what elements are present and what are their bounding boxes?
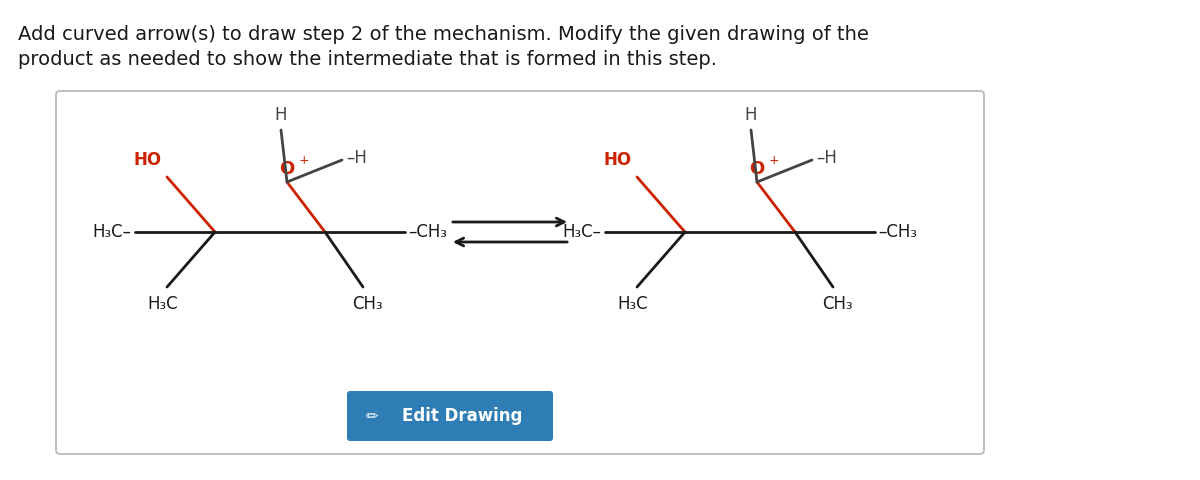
Text: –CH₃: –CH₃ [878, 223, 917, 241]
Text: –H: –H [816, 149, 836, 167]
Text: ✏: ✏ [366, 408, 378, 423]
Text: H₃C–: H₃C– [562, 223, 601, 241]
Text: H₃C: H₃C [148, 295, 179, 313]
Text: O: O [749, 160, 764, 178]
Text: H₃C–: H₃C– [92, 223, 131, 241]
Text: H₃C: H₃C [618, 295, 648, 313]
Text: H: H [275, 106, 287, 124]
Text: HO: HO [134, 151, 162, 169]
Text: CH₃: CH₃ [822, 295, 852, 313]
Text: CH₃: CH₃ [352, 295, 383, 313]
Text: O: O [280, 160, 295, 178]
FancyBboxPatch shape [347, 391, 553, 441]
Text: HO: HO [604, 151, 632, 169]
Text: Edit Drawing: Edit Drawing [402, 407, 522, 425]
FancyBboxPatch shape [56, 91, 984, 454]
Text: product as needed to show the intermediate that is formed in this step.: product as needed to show the intermedia… [18, 50, 718, 69]
Text: H: H [745, 106, 757, 124]
Text: +: + [769, 154, 780, 167]
Text: –H: –H [346, 149, 367, 167]
Text: Add curved arrow(s) to draw step 2 of the mechanism. Modify the given drawing of: Add curved arrow(s) to draw step 2 of th… [18, 25, 869, 44]
Text: –CH₃: –CH₃ [408, 223, 446, 241]
Text: +: + [299, 154, 310, 167]
